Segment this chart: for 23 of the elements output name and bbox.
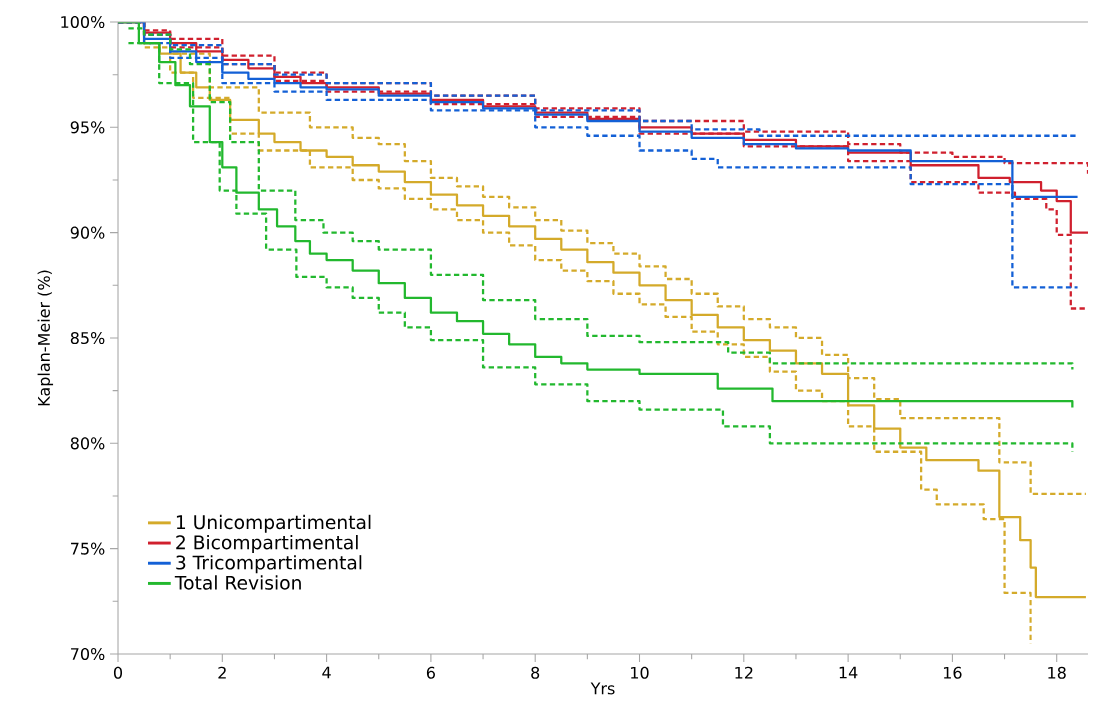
y-tick-label: 70% — [71, 647, 105, 661]
y-tick-label: 100% — [61, 15, 105, 29]
x-tick-label: 18 — [1048, 666, 1066, 679]
legend-label: 3 Tricompartimental — [176, 555, 362, 574]
legend-label: 1 Unicompartimental — [176, 514, 371, 533]
x-tick-label: 4 — [322, 666, 331, 679]
x-tick-label: 6 — [426, 666, 435, 679]
x-axis-title: Yrs — [590, 682, 615, 695]
y-tick-label: 75% — [71, 542, 105, 555]
x-tick-label: 0 — [113, 666, 123, 679]
x-tick-label: 12 — [735, 666, 753, 679]
legend-label: Total Revision — [174, 575, 301, 590]
x-tick-label: 2 — [218, 666, 226, 679]
y-tick-label: 95% — [70, 121, 105, 134]
y-axis-title: Kaplan-Meier (%) — [37, 270, 54, 406]
x-tick-label: 14 — [839, 666, 858, 679]
y-tick-label: 85% — [70, 331, 105, 345]
y-tick-label: 90% — [70, 226, 105, 239]
legend-label: 2 Bicompartimental — [176, 534, 358, 554]
x-tick-label: 8 — [531, 666, 540, 679]
x-tick-label: 16 — [943, 666, 962, 679]
y-tick-label: 80% — [70, 437, 105, 450]
x-tick-label: 10 — [631, 666, 649, 679]
